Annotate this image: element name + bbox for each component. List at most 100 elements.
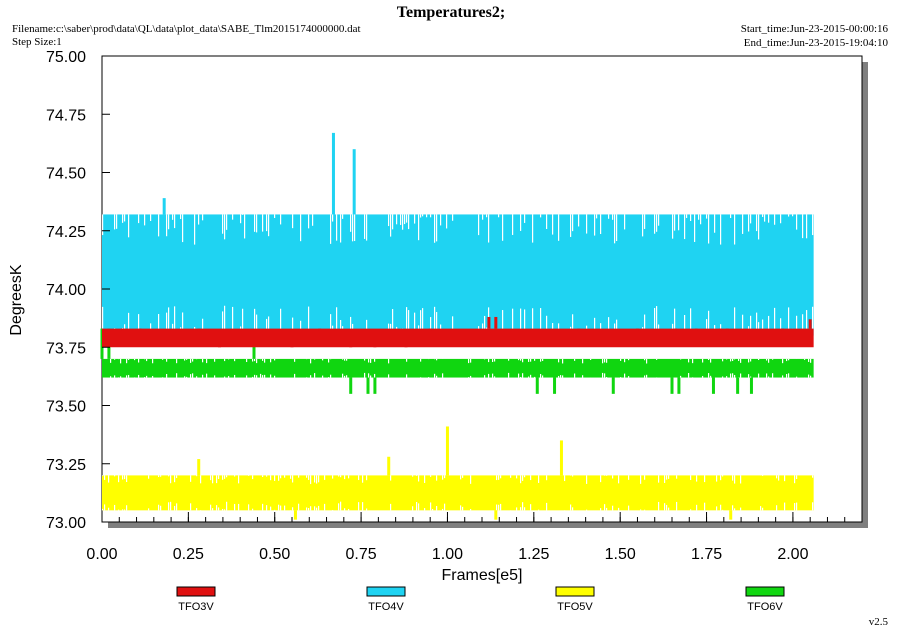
series-jitter <box>692 358 694 364</box>
series-jitter <box>538 475 540 483</box>
series-jitter <box>654 308 656 336</box>
series-jitter <box>442 508 444 511</box>
series-jitter <box>488 214 490 243</box>
series-jitter <box>262 358 264 361</box>
series-jitter <box>796 376 798 378</box>
series-jitter <box>502 310 504 336</box>
series-jitter <box>498 504 500 511</box>
series-jitter <box>350 214 352 232</box>
series-jitter <box>540 214 542 218</box>
series-jitter <box>322 358 324 361</box>
series-jitter <box>314 373 316 378</box>
legend-item-tfo4v: TFO4V <box>366 586 406 613</box>
series-jitter <box>444 475 446 479</box>
series-jitter <box>346 358 348 361</box>
series-jitter <box>120 358 122 364</box>
series-jitter <box>318 505 320 511</box>
series-jitter <box>210 504 212 511</box>
series-jitter <box>720 475 722 481</box>
series-jitter <box>528 376 530 378</box>
series-jitter <box>270 374 272 378</box>
series-jitter <box>758 373 760 378</box>
data-spike <box>736 377 740 394</box>
series-jitter <box>316 507 318 511</box>
series-jitter <box>436 214 438 242</box>
series-jitter <box>392 214 394 230</box>
series-jitter <box>224 214 226 240</box>
series-jitter <box>314 358 316 360</box>
series-jitter <box>664 503 666 511</box>
series-jitter <box>792 214 794 217</box>
data-spike <box>366 377 370 394</box>
series-jitter <box>300 320 302 336</box>
series-jitter <box>234 374 236 378</box>
data-spike <box>711 377 715 394</box>
series-jitter <box>352 214 354 242</box>
series-jitter <box>202 358 204 363</box>
series-jitter <box>174 214 176 229</box>
series-jitter <box>646 358 648 364</box>
series-jitter <box>734 214 736 245</box>
series-jitter <box>672 214 674 239</box>
series-jitter <box>654 214 656 234</box>
series-jitter <box>794 503 796 511</box>
series-jitter <box>534 376 536 378</box>
series-jitter <box>700 214 702 225</box>
series-jitter <box>396 214 398 225</box>
series-jitter <box>656 358 658 360</box>
series-jitter <box>318 475 320 483</box>
data-spike <box>387 456 391 476</box>
series-jitter <box>680 358 682 360</box>
series-jitter <box>408 214 410 230</box>
series-jitter <box>324 475 326 480</box>
series-jitter <box>388 374 390 378</box>
series-jitter <box>628 505 630 511</box>
series-jitter <box>406 214 408 223</box>
series-jitter <box>298 475 300 478</box>
series-jitter <box>512 308 514 336</box>
series-jitter <box>278 475 280 481</box>
series-jitter <box>168 475 170 477</box>
series-jitter <box>486 214 488 218</box>
series-jitter <box>496 475 498 481</box>
series-jitter <box>674 214 676 231</box>
series-jitter <box>600 214 602 235</box>
series-jitter <box>766 373 768 378</box>
series-jitter <box>436 358 438 361</box>
series-jitter <box>658 214 660 226</box>
series-jitter <box>168 214 170 230</box>
series-jitter <box>294 373 296 378</box>
series-jitter <box>174 306 176 336</box>
series-tfo4v <box>102 132 814 336</box>
series-jitter <box>646 374 648 378</box>
series-jitter <box>176 373 178 378</box>
version-label: v2.5 <box>869 616 889 628</box>
series-jitter <box>256 214 258 233</box>
series-jitter <box>420 310 422 336</box>
series-jitter <box>176 503 178 511</box>
series-jitter <box>722 358 724 362</box>
series-jitter <box>158 475 160 478</box>
series-jitter <box>434 373 436 378</box>
series-jitter <box>284 505 286 511</box>
series-jitter <box>344 475 346 480</box>
series-jitter <box>166 214 168 237</box>
series-jitter <box>216 505 218 511</box>
axis-layer: 73.00 73.25 73.50 73.75 74.00 74.25 74.50 74.75… <box>46 49 863 563</box>
series-jitter <box>358 502 360 511</box>
series-jitter <box>810 358 812 363</box>
data-spike <box>781 328 785 331</box>
series-jitter <box>366 508 368 511</box>
series-jitter <box>606 377 608 378</box>
series-jitter <box>390 503 392 511</box>
legend-swatch <box>366 586 406 597</box>
series-jitter <box>462 475 464 478</box>
series-jitter <box>582 358 584 364</box>
series-jitter <box>520 358 522 361</box>
series-jitter <box>734 307 736 336</box>
series-tfo5v <box>102 426 814 520</box>
series-jitter <box>668 507 670 511</box>
series-jitter <box>330 314 332 336</box>
series-jitter <box>300 214 302 242</box>
series-jitter <box>618 507 620 511</box>
